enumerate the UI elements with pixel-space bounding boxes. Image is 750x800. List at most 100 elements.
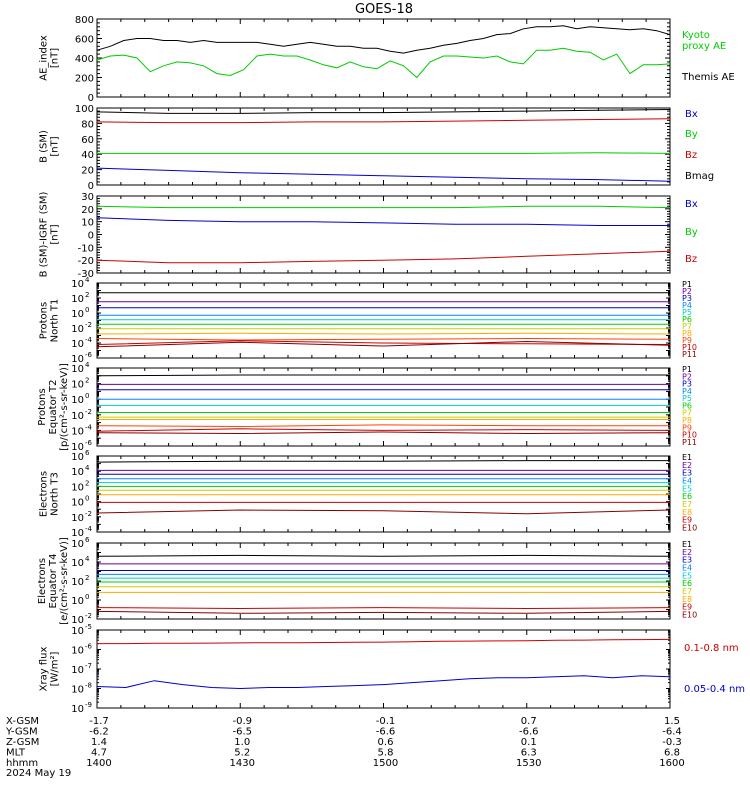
x-tick-label: -0.1 (376, 716, 396, 727)
y-axis-label: [nT] (50, 48, 61, 68)
y-axis-label: Protons (39, 302, 50, 339)
y-tick-label: 10 (71, 626, 84, 637)
y-tick-exponent: -4 (85, 525, 93, 533)
series-line-p1 (96, 374, 670, 377)
channel-label: P11 (682, 350, 697, 359)
channel-label: P6 (682, 315, 692, 324)
x-tick-label: 6.8 (664, 748, 680, 759)
x-tick-label: -6.4 (662, 727, 682, 738)
panel-frame (96, 18, 671, 98)
x-tick-label: -6.6 (519, 727, 539, 738)
y-axis-label: Equator T2 (48, 380, 59, 435)
legend-entry: Bx (685, 109, 698, 120)
x-tick-label: -6.6 (376, 727, 396, 738)
series-line-p10 (96, 428, 671, 432)
y-tick-label: 20 (81, 205, 94, 216)
channel-label: P3 (682, 294, 692, 303)
y-tick-exponent: -7 (85, 662, 92, 670)
series-line-p11 (96, 431, 671, 435)
y-tick-label: -20 (78, 256, 94, 267)
y-tick-label: 10 (71, 685, 84, 696)
y-axis-label: [p/(cm²-s-sr-keV)] (59, 363, 70, 451)
y-tick-label: 10 (71, 528, 84, 539)
y-tick-exponent: 2 (85, 479, 89, 487)
y-tick-label: 10 (71, 309, 84, 320)
y-tick-label: 10 (71, 665, 84, 676)
x-row-label: MLT (6, 748, 26, 759)
y-tick-label: 10 (71, 279, 84, 290)
channel-label: E1 (682, 453, 692, 462)
y-tick-label: 100 (75, 104, 94, 115)
x-tick-label: -1.7 (89, 716, 109, 727)
y-axis-label: B (SM) (39, 130, 50, 163)
channel-label: P7 (682, 409, 692, 418)
series-line-p8 (96, 332, 671, 335)
y-tick-exponent: -2 (85, 408, 92, 416)
y-tick-label: 10 (71, 467, 84, 478)
series-line-themis-ae (96, 25, 671, 54)
y-axis-label: [W/m²] (50, 651, 61, 686)
channel-label: E6 (682, 579, 692, 588)
channel-label: E8 (682, 595, 692, 604)
x-tick-label: 1400 (86, 758, 111, 769)
x-tick-label: -0.3 (662, 737, 682, 748)
y-axis-label: Xray flux (39, 647, 50, 692)
x-tick-label: -6.2 (89, 727, 109, 738)
y-tick-exponent: -6 (85, 643, 93, 651)
x-tick-label: 1.4 (91, 737, 107, 748)
y-tick-label: 10 (71, 539, 84, 550)
series-line-by (97, 152, 671, 154)
legend-entry: 0.05-0.4 nm (684, 684, 745, 695)
channel-label: P9 (682, 423, 692, 432)
y-tick-label: 80 (81, 119, 94, 130)
panel-frame (96, 367, 671, 447)
channel-label: E8 (682, 508, 692, 517)
channel-label: P10 (682, 431, 697, 440)
panel-3: -30 -20 -100 10 20 30 B (SM)-IGRF (SM) [nT] Bx By… (39, 192, 698, 280)
series-line-e1 (96, 460, 670, 463)
channel-label: E2 (682, 548, 692, 557)
channel-label: E3 (682, 556, 692, 565)
series-line-bz (96, 250, 671, 264)
chart-title: GOES-18 (355, 2, 413, 17)
series-line-by (96, 205, 671, 209)
y-tick-exponent: 6 (85, 536, 90, 544)
y-axis-label: [nT] (50, 224, 61, 244)
y-tick-exponent: -6 (85, 351, 93, 359)
y-tick-label: 0 (88, 181, 94, 192)
legend-entry: Bmag (685, 171, 714, 182)
channel-label: E10 (682, 611, 697, 620)
y-tick-exponent: -2 (85, 510, 92, 518)
legend-entry: 0.1-0.8 nm (684, 643, 739, 654)
legend-entry: Themis AE (681, 72, 735, 83)
y-tick-label: 10 (71, 704, 84, 715)
legend-entry: By (685, 129, 698, 140)
x-tick-label: 1.0 (234, 737, 250, 748)
y-tick-exponent: -9 (85, 701, 92, 709)
x-tick-label: -0.9 (232, 716, 252, 727)
x-tick-label: 5.8 (378, 748, 394, 759)
channel-label: E2 (682, 461, 692, 470)
x-row-label: X-GSM (6, 716, 39, 727)
y-tick-exponent: 0 (85, 392, 89, 400)
x-row-label: Y-GSM (5, 727, 38, 738)
channel-label: E5 (682, 571, 692, 580)
channel-label: E5 (682, 484, 692, 493)
y-tick-exponent: 0 (85, 306, 89, 314)
channel-label: E7 (682, 587, 692, 596)
y-tick-label: 800 (75, 15, 94, 26)
series-line-bz (96, 118, 671, 124)
x-tick-label: 1430 (230, 758, 255, 769)
y-tick-label: 10 (71, 482, 84, 493)
series-line-0-1-0-8-nm (97, 638, 671, 645)
y-tick-exponent: -4 (85, 336, 93, 344)
y-tick-label: -10 (78, 243, 94, 254)
y-tick-exponent: 2 (85, 574, 89, 582)
y-tick-label: 10 (71, 442, 84, 453)
y-tick-label: 10 (71, 339, 84, 350)
y-tick-exponent: 0 (85, 593, 89, 601)
y-tick-label: 10 (81, 218, 94, 229)
